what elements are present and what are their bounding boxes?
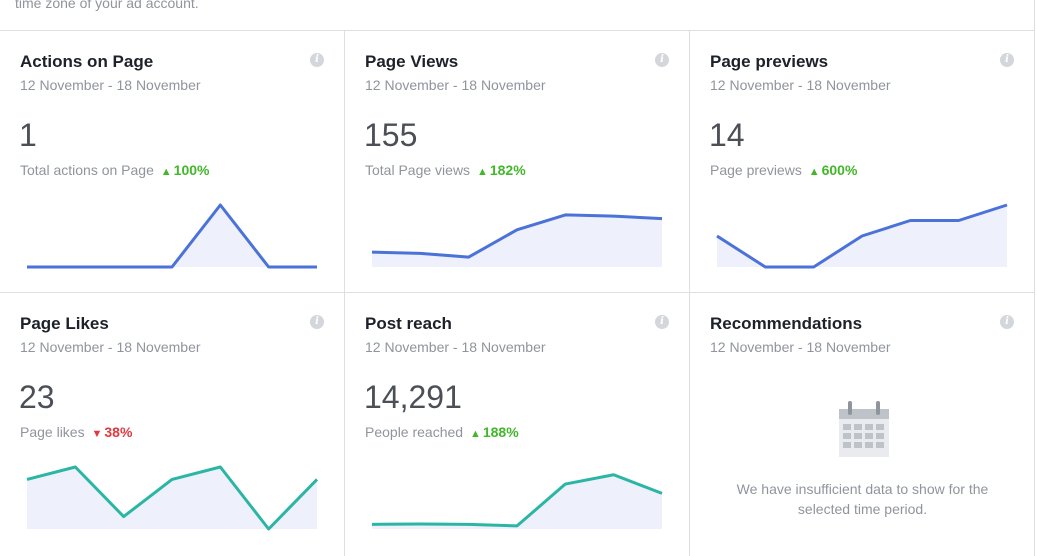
sparkline-area xyxy=(27,205,317,267)
change-indicator: ▲ 100% xyxy=(161,162,210,178)
card-date-range: 12 November - 18 November xyxy=(365,77,546,93)
card-value: 23 xyxy=(19,379,55,415)
sparkline-line xyxy=(371,213,663,259)
card-title: Page Views xyxy=(365,52,459,71)
info-icon[interactable]: i xyxy=(1000,53,1014,67)
card-post-reach: Post reach 12 November - 18 November i 1… xyxy=(345,293,690,556)
card-date-range: 12 November - 18 November xyxy=(365,339,546,355)
change-percent: 38% xyxy=(104,424,133,440)
trend-up-icon: ▲ xyxy=(808,166,820,178)
change-indicator: ▼ 38% xyxy=(91,424,132,440)
change-indicator: ▲ 188% xyxy=(470,424,519,440)
info-icon[interactable]: i xyxy=(655,53,669,67)
card-title: Page previews xyxy=(710,52,829,71)
metric-label: Page likes xyxy=(20,424,85,440)
change-percent: 188% xyxy=(482,424,519,440)
change-percent: 600% xyxy=(821,162,858,178)
card-page-views: Page Views 12 November - 18 November i 1… xyxy=(345,31,690,293)
insufficient-data-message: We have insufficient data to show for th… xyxy=(736,481,989,517)
change-percent: 182% xyxy=(489,162,526,178)
sparkline-area xyxy=(372,214,662,267)
card-value: 14 xyxy=(709,117,745,153)
card-page-likes: Page Likes 12 November - 18 November i 2… xyxy=(0,293,345,556)
trend-down-icon: ▼ xyxy=(91,428,103,440)
sparkline-line xyxy=(716,203,1008,269)
trend-up-icon: ▲ xyxy=(160,166,172,178)
card-value: 1 xyxy=(19,117,37,153)
trend-up-icon: ▲ xyxy=(469,428,481,440)
card-date-range: 12 November - 18 November xyxy=(20,77,201,93)
change-percent: 100% xyxy=(173,162,210,178)
sparkline-line xyxy=(371,473,663,528)
card-metric: Total Page views ▲ 182% xyxy=(365,162,526,178)
calendar-icon xyxy=(839,401,889,457)
change-indicator: ▲ 182% xyxy=(477,162,526,178)
card-title: Post reach xyxy=(365,314,452,333)
info-icon[interactable]: i xyxy=(1000,315,1014,329)
ad-account-timezone-note: time zone of your ad account. xyxy=(0,0,1035,31)
insights-cards-grid: Actions on Page 12 November - 18 Novembe… xyxy=(0,31,1035,556)
info-icon[interactable]: i xyxy=(310,53,324,67)
sparkline-area xyxy=(717,205,1007,267)
card-value: 155 xyxy=(364,117,418,153)
metric-label: Total actions on Page xyxy=(20,162,154,178)
card-value: 14,291 xyxy=(364,379,462,415)
trend-up-icon: ▲ xyxy=(476,166,488,178)
metric-label: Total Page views xyxy=(365,162,471,178)
change-indicator: ▲ 600% xyxy=(809,162,858,178)
sparkline-line xyxy=(26,465,319,531)
card-metric: Page likes ▼ 38% xyxy=(20,424,132,440)
timezone-note-text: time zone of your ad account. xyxy=(15,0,199,11)
card-actions-on-page: Actions on Page 12 November - 18 Novembe… xyxy=(0,31,345,293)
sparkline-area xyxy=(27,467,317,529)
metric-label: People reached xyxy=(365,424,464,440)
sparkline-line xyxy=(27,203,317,269)
card-metric: People reached ▲ 188% xyxy=(365,424,519,440)
card-metric: Page previews ▲ 600% xyxy=(710,162,857,178)
card-page-previews: Page previews 12 November - 18 November … xyxy=(690,31,1035,293)
card-metric: Total actions on Page ▲ 100% xyxy=(20,162,209,178)
info-icon[interactable]: i xyxy=(655,315,669,329)
sparkline-area xyxy=(372,474,662,529)
card-date-range: 12 November - 18 November xyxy=(710,339,891,355)
metric-label: Page previews xyxy=(710,162,802,178)
card-title: Actions on Page xyxy=(20,52,154,71)
card-title: Recommendations xyxy=(710,314,863,333)
info-icon[interactable]: i xyxy=(310,315,324,329)
card-title: Page Likes xyxy=(20,314,109,333)
card-date-range: 12 November - 18 November xyxy=(710,77,891,93)
card-date-range: 12 November - 18 November xyxy=(20,339,201,355)
card-recommendations: Recommendations 12 November - 18 Novembe… xyxy=(690,293,1035,556)
